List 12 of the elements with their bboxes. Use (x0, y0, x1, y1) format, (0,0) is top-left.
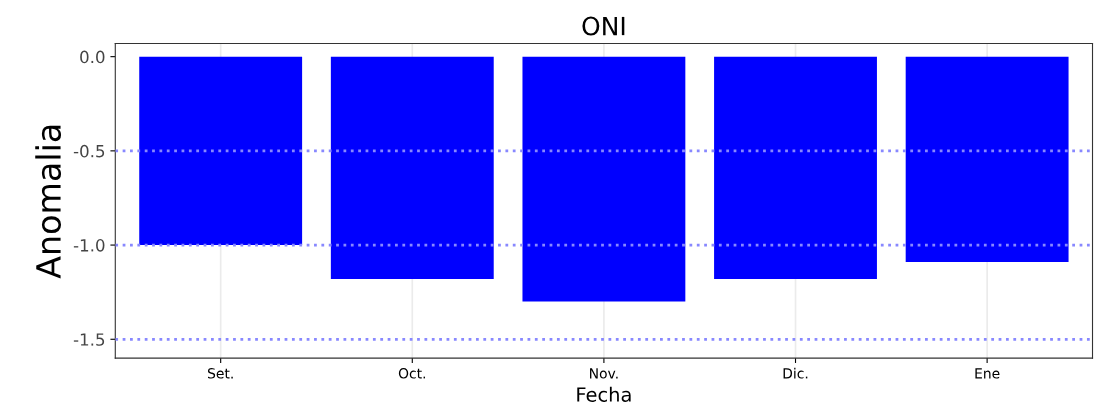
x-axis-title: Fecha (577, 386, 631, 402)
x-tick-label: Ene (975, 368, 1000, 379)
y-tick-label: -1.0 (73, 239, 105, 252)
y-axis-title: Anomalia (35, 125, 62, 279)
y-tick-label: -0.5 (73, 144, 105, 158)
x-tick-label: Set. (207, 368, 233, 379)
x-tick-label: Nov. (590, 368, 618, 379)
y-tick-label: -1.5 (73, 333, 105, 346)
chart-title: ONI (582, 16, 625, 36)
x-tick-label: Dic. (783, 367, 808, 379)
x-tick-label: Oct. (398, 368, 425, 379)
y-tick-label: 0.0 (80, 50, 105, 64)
